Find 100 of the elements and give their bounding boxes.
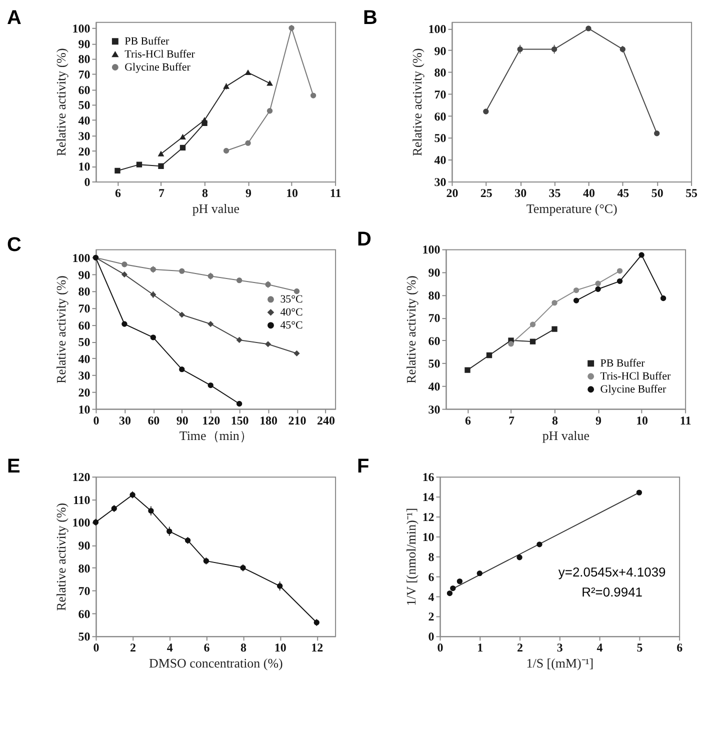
y-tick-label: 100 — [422, 242, 440, 257]
chart-title: A — [6, 6, 22, 29]
legend-label: 45°C — [280, 319, 303, 332]
chart-title: F — [356, 456, 370, 478]
x-tick-label: 180 — [260, 413, 278, 428]
x-tick-label: 150 — [230, 413, 249, 428]
legend-label: Tris-HCl Buffer — [600, 370, 671, 382]
x-tick-label: 6 — [114, 186, 121, 200]
x-tick-label: 6 — [464, 413, 471, 428]
y-tick-label: 80 — [78, 52, 90, 66]
y-axis-title: Relative activity (%) — [409, 48, 424, 156]
y-tick-label: 10 — [78, 402, 90, 416]
y-tick-label: 0 — [428, 630, 434, 644]
x-tick-label: 2 — [130, 640, 136, 655]
y-tick-label: 8 — [428, 550, 434, 564]
y-tick-label: 110 — [72, 492, 90, 507]
y-tick-label: 90 — [78, 36, 90, 51]
y-tick-label: 50 — [78, 630, 90, 644]
y-axis-title: Relative activity (%) — [53, 48, 68, 156]
y-tick-label: 50 — [428, 356, 440, 371]
y-tick-label: 50 — [78, 98, 90, 112]
y-tick-label: 40 — [434, 153, 446, 168]
x-tick-label: 4 — [596, 640, 603, 655]
x-tick-label: 7 — [508, 413, 515, 428]
x-axis-title: pH value — [542, 428, 590, 444]
x-tick-label: 90 — [176, 413, 188, 428]
x-tick-label: 9 — [246, 186, 252, 200]
legend-label: PB Buffer — [600, 357, 646, 370]
legend-label: PB Buffer — [124, 35, 170, 48]
x-tick-label: 10 — [636, 413, 648, 428]
x-tick-label: 7 — [158, 186, 165, 200]
x-tick-label: 120 — [202, 413, 220, 428]
x-tick-label: 0 — [93, 640, 100, 655]
y-tick-label: 80 — [78, 284, 90, 299]
annotation: R²=0.9941 — [582, 584, 642, 600]
x-tick-label: 11 — [680, 413, 692, 428]
y-tick-label: 20 — [78, 144, 90, 158]
x-tick-label: 9 — [596, 413, 602, 428]
y-tick-label: 4 — [428, 590, 434, 604]
y-tick-label: 70 — [434, 88, 446, 102]
y-tick-label: 30 — [78, 128, 90, 143]
x-tick-label: 20 — [446, 186, 458, 200]
y-tick-label: 12 — [422, 510, 434, 524]
x-tick-label: 8 — [240, 640, 247, 655]
y-tick-label: 40 — [78, 352, 90, 366]
y-tick-label: 30 — [78, 368, 90, 383]
y-tick-label: 50 — [78, 335, 90, 350]
y-tick-label: 90 — [78, 268, 90, 282]
x-tick-label: 8 — [202, 186, 208, 200]
x-tick-label: 40 — [582, 186, 595, 200]
x-tick-label: 0 — [93, 413, 100, 428]
y-tick-label: 70 — [78, 584, 90, 598]
legend-label: 35°C — [280, 293, 303, 306]
x-tick-label: 55 — [686, 186, 698, 200]
y-tick-label: 14 — [422, 490, 434, 504]
y-tick-label: 60 — [78, 606, 90, 621]
y-tick-label: 50 — [434, 131, 446, 146]
y-tick-label: 16 — [422, 470, 434, 484]
x-tick-label: 3 — [556, 640, 563, 655]
y-tick-label: 120 — [72, 470, 90, 484]
y-tick-label: 100 — [72, 22, 90, 36]
legend-label: Glycine Buffer — [600, 383, 666, 396]
x-axis-title: pH value — [192, 200, 240, 216]
y-tick-label: 60 — [428, 334, 440, 348]
y-axis-title: Relative activity (%) — [53, 276, 68, 384]
x-tick-label: 5 — [636, 640, 643, 655]
y-tick-label: 60 — [78, 82, 90, 97]
y-tick-label: 90 — [78, 538, 90, 552]
x-tick-label: 35 — [548, 186, 561, 200]
y-tick-label: 20 — [78, 385, 90, 400]
y-tick-label: 100 — [72, 251, 90, 266]
chart-title: D — [356, 228, 372, 250]
x-tick-label: 30 — [118, 413, 131, 428]
x-tick-label: 2 — [517, 640, 524, 655]
y-tick-label: 70 — [428, 311, 440, 326]
x-tick-label: 4 — [166, 640, 173, 655]
y-tick-label: 90 — [428, 266, 440, 280]
x-tick-label: 10 — [274, 640, 286, 655]
chart-title: C — [6, 234, 22, 256]
y-tick-label: 100 — [428, 22, 446, 36]
y-tick-label: 10 — [422, 530, 434, 544]
x-tick-label: 1 — [477, 640, 484, 655]
annotation: y=2.0545x+4.1039 — [558, 564, 666, 580]
y-tick-label: 30 — [428, 402, 440, 416]
y-tick-label: 100 — [72, 516, 90, 530]
y-tick-label: 70 — [78, 302, 90, 316]
y-axis-title: Relative activity (%) — [53, 502, 68, 611]
x-axis-title: 1/S [(mM)⁻¹] — [526, 656, 594, 671]
x-tick-label: 11 — [330, 186, 342, 200]
y-tick-label: 80 — [428, 288, 440, 302]
y-tick-label: 40 — [78, 114, 90, 128]
x-tick-label: 240 — [317, 413, 335, 428]
x-axis-title: DMSO concentration (%) — [148, 656, 283, 671]
y-tick-label: 0 — [84, 174, 90, 189]
x-tick-label: 60 — [148, 413, 160, 428]
y-tick-label: 30 — [434, 174, 446, 189]
y-tick-label: 70 — [78, 68, 90, 82]
y-tick-label: 90 — [434, 44, 446, 58]
y-tick-label: 2 — [428, 610, 434, 624]
legend-label: Glycine Buffer — [124, 61, 191, 74]
